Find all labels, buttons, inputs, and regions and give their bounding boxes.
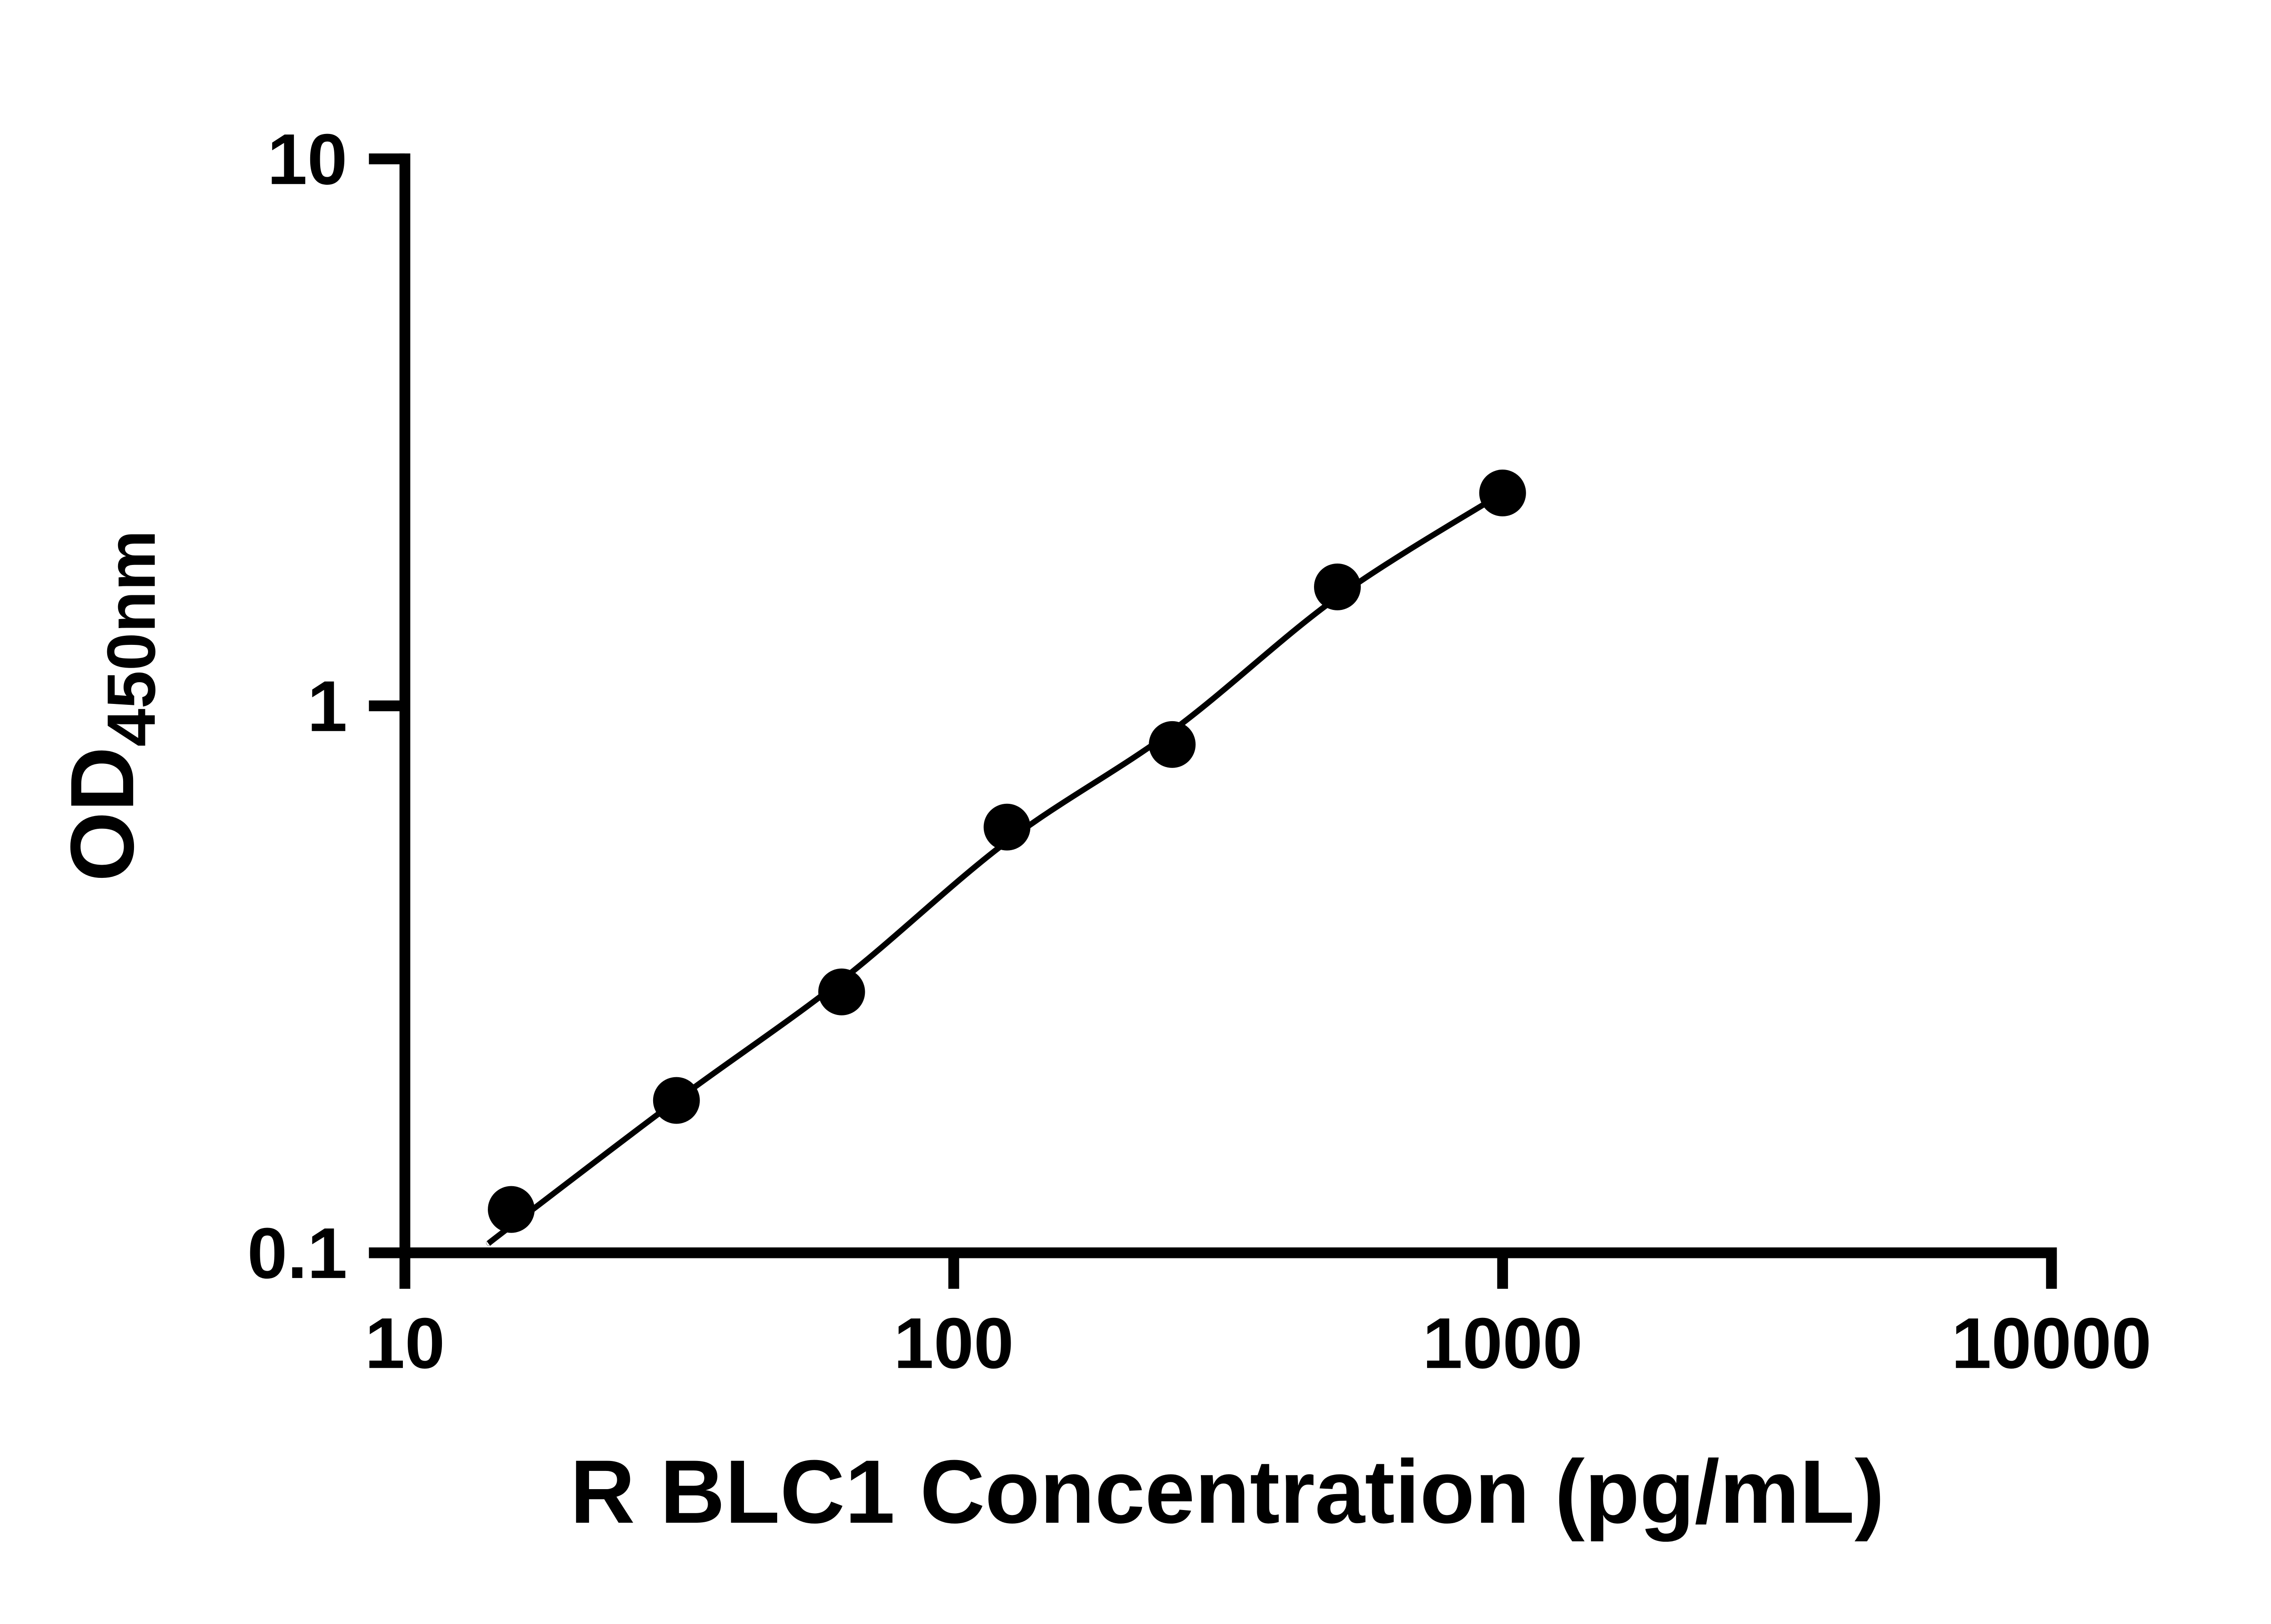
data-point xyxy=(983,803,1031,851)
tick-marks-layer xyxy=(369,153,2057,1289)
y-tick-label: 0.1 xyxy=(247,1213,347,1293)
fit-curve-line xyxy=(486,490,1504,1246)
x-tick-label: 10000 xyxy=(1951,1303,2152,1383)
x-tick-label: 100 xyxy=(894,1303,1014,1383)
y-axis-title-subscript: 450nm xyxy=(93,530,169,747)
data-point xyxy=(653,1077,700,1124)
y-tick-label: 1 xyxy=(307,666,347,747)
chart-canvas: 10 100 1000 10000 0.1 1 10 R BLC1 Concentratio… xyxy=(0,8,2271,1616)
tick-labels-layer: 10 100 1000 10000 0.1 1 10 xyxy=(247,119,2152,1383)
data-point xyxy=(488,1186,535,1233)
x-tick-label: 1000 xyxy=(1423,1303,1583,1383)
fit-curve-layer xyxy=(486,490,1504,1246)
axis-spines xyxy=(399,153,2057,1258)
y-tick-label: 10 xyxy=(267,119,347,199)
data-point xyxy=(1479,470,1526,517)
data-point xyxy=(1149,721,1196,768)
axes-layer xyxy=(399,153,2057,1258)
data-points-layer xyxy=(488,470,1526,1233)
x-tick-label: 10 xyxy=(365,1303,445,1383)
data-point xyxy=(1314,563,1361,610)
data-point xyxy=(818,968,865,1015)
x-axis-title: R BLC1 Concentration (pg/mL) xyxy=(570,1441,1884,1542)
y-axis-title-main: OD xyxy=(52,747,152,881)
y-axis-title: OD450nm xyxy=(52,530,169,881)
